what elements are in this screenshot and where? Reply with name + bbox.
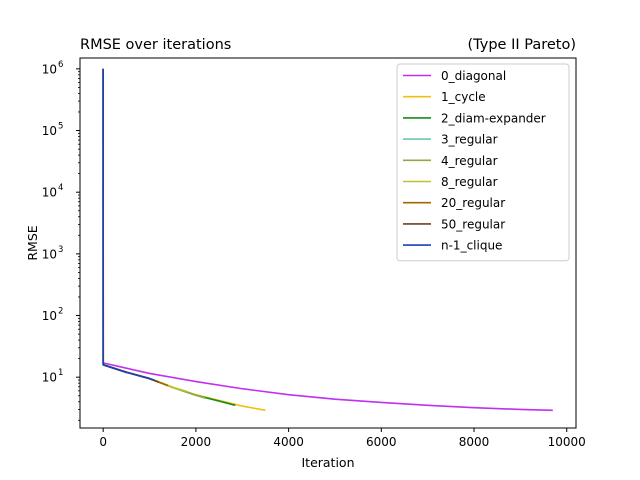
y-tick-label: 10 bbox=[42, 309, 57, 323]
y-tick-label-exponent: 3 bbox=[58, 245, 63, 255]
y-tick-label: 10 bbox=[42, 371, 57, 385]
series-line-0_diagonal bbox=[102, 68, 553, 412]
legend-label-n-1_clique: n-1_clique bbox=[441, 239, 502, 253]
x-tick-label: 8000 bbox=[459, 435, 490, 449]
legend-box bbox=[396, 63, 570, 262]
x-tick-label: 2000 bbox=[181, 435, 212, 449]
legend: 0_diagonal 1_cycle 2_diam-expander 3_regula… bbox=[396, 63, 570, 262]
chart-title: RMSE over iterations bbox=[80, 37, 231, 53]
x-axis-label: Iteration bbox=[301, 455, 354, 470]
y-tick-label-exponent: 6 bbox=[58, 60, 63, 70]
x-tick-label: 4000 bbox=[273, 435, 304, 449]
y-axis-label: RMSE bbox=[25, 225, 40, 260]
x-tick-label: 10000 bbox=[548, 435, 586, 449]
legend-label-8_regular: 8_regular bbox=[441, 175, 498, 189]
series-line-2_diam-expander bbox=[102, 68, 236, 407]
legend-label-1_cycle: 1_cycle bbox=[441, 90, 486, 104]
legend-label-2_diam-expander: 2_diam-expander bbox=[441, 111, 546, 125]
series-layer bbox=[102, 68, 553, 412]
series-line-20_regular bbox=[102, 68, 169, 387]
x-tick-label: 0 bbox=[99, 435, 107, 449]
y-tick-label-exponent: 4 bbox=[58, 183, 63, 193]
series-line-n-1_clique bbox=[102, 68, 155, 382]
y-tick-label: 10 bbox=[42, 62, 57, 76]
y-tick-label: 10 bbox=[42, 186, 57, 200]
chart-title-right: (Type II Pareto) bbox=[468, 37, 577, 53]
y-tick-label-exponent: 5 bbox=[58, 122, 63, 132]
legend-label-0_diagonal: 0_diagonal bbox=[441, 69, 506, 83]
plot-area-frame bbox=[79, 57, 577, 429]
series-line-8_regular bbox=[102, 68, 187, 393]
legend-label-50_regular: 50_regular bbox=[441, 217, 505, 231]
series-line-4_regular bbox=[102, 68, 206, 399]
y-tick-label: 10 bbox=[42, 247, 57, 261]
x-axis-ticks: 0 2000 4000 6000 8000 10000 bbox=[99, 428, 586, 449]
y-tick-label-exponent: 2 bbox=[58, 307, 63, 317]
legend-label-20_regular: 20_regular bbox=[441, 196, 505, 210]
legend-label-3_regular: 3_regular bbox=[441, 133, 498, 147]
legend-label-4_regular: 4_regular bbox=[441, 154, 498, 168]
series-line-1_cycle bbox=[102, 68, 266, 412]
y-tick-label: 10 bbox=[42, 124, 57, 138]
x-tick-label: 6000 bbox=[366, 435, 397, 449]
series-line-3_regular bbox=[102, 68, 206, 399]
series-line-50_regular bbox=[102, 68, 160, 383]
y-tick-label-exponent: 1 bbox=[58, 368, 63, 378]
